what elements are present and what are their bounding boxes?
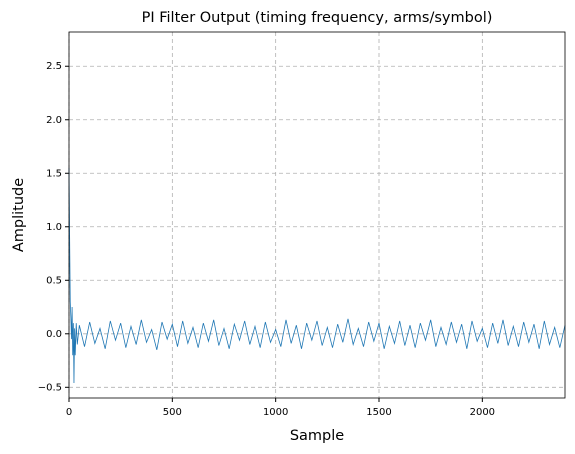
y-axis-label: Amplitude xyxy=(11,178,27,252)
x-tick-label: 1500 xyxy=(366,407,391,418)
x-tick-label: 1000 xyxy=(263,407,288,418)
y-tick-label: 0.0 xyxy=(46,329,62,340)
y-tick-label: 2.0 xyxy=(46,115,62,126)
x-axis-label: Sample xyxy=(290,428,344,444)
data-line xyxy=(68,167,566,384)
x-tick-label: 2000 xyxy=(470,407,495,418)
x-tick-label: 500 xyxy=(163,407,182,418)
y-tick-label: 2.5 xyxy=(46,61,62,72)
y-tick-label: −0.5 xyxy=(38,382,62,393)
x-tick-label: 0 xyxy=(66,407,72,418)
plot-frame xyxy=(68,31,566,399)
y-tick-label: 1.0 xyxy=(46,222,62,233)
chart-title: PI Filter Output (timing frequency, arms… xyxy=(142,10,493,26)
y-tick-label: 1.5 xyxy=(46,168,62,179)
y-tick-label: 0.5 xyxy=(46,275,62,286)
